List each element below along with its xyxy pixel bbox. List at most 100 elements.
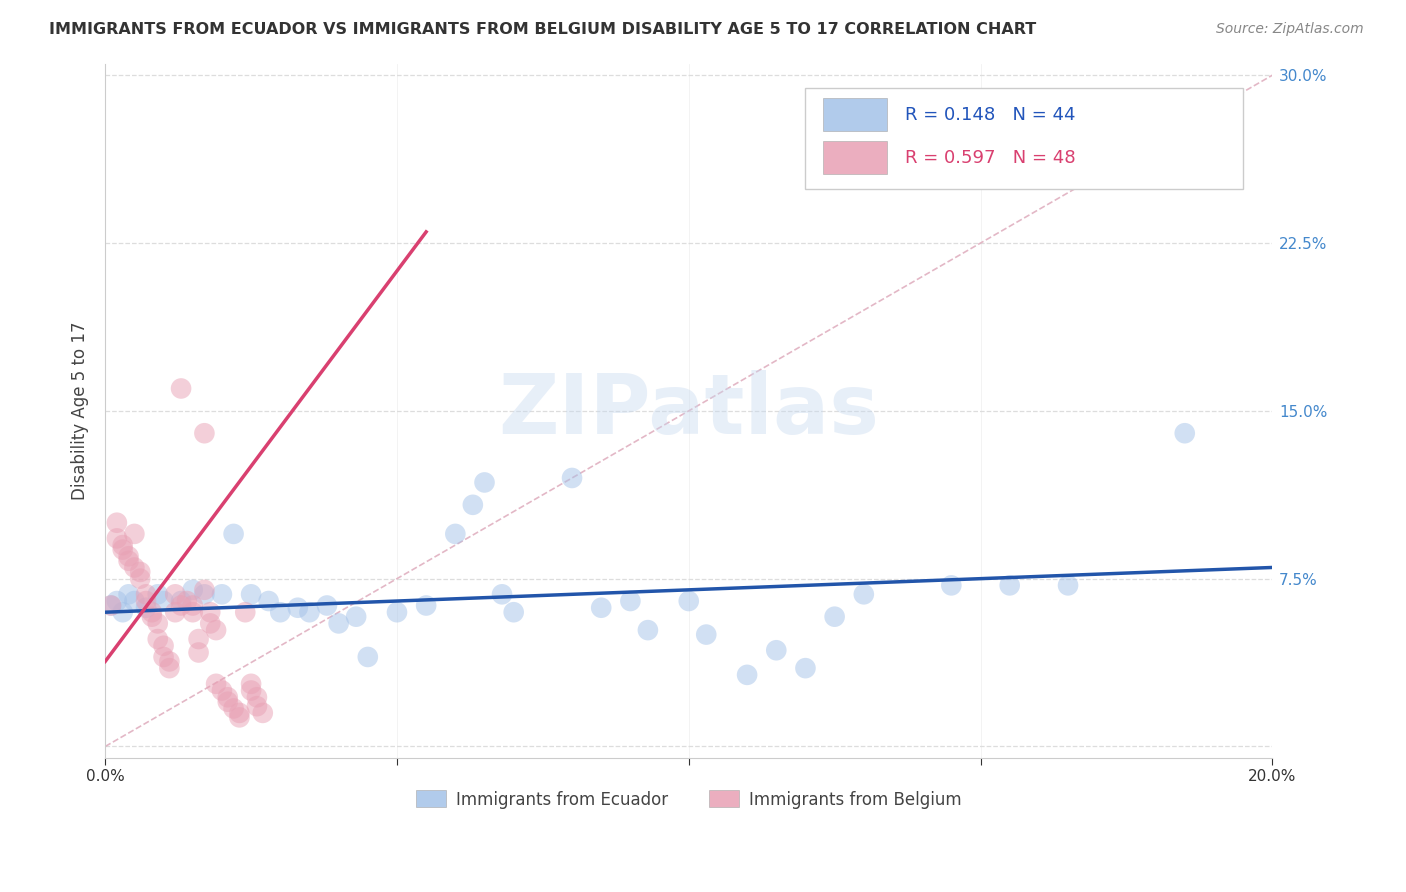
Point — [170, 594, 193, 608]
Point — [146, 587, 169, 601]
Point — [344, 609, 367, 624]
Point — [187, 645, 209, 659]
Point — [105, 594, 128, 608]
Point — [228, 706, 250, 720]
Point — [152, 639, 174, 653]
FancyBboxPatch shape — [823, 98, 887, 131]
Point — [298, 605, 321, 619]
Point — [269, 605, 291, 619]
Point — [240, 677, 263, 691]
Point — [240, 587, 263, 601]
Point — [193, 587, 215, 601]
Point — [735, 668, 758, 682]
Point — [129, 572, 152, 586]
Point — [200, 616, 222, 631]
Point — [170, 599, 193, 613]
Point — [117, 554, 139, 568]
Point — [222, 701, 245, 715]
Point — [146, 616, 169, 631]
Point — [152, 594, 174, 608]
Point — [193, 426, 215, 441]
Point — [824, 609, 846, 624]
Point — [678, 594, 700, 608]
Text: R = 0.597   N = 48: R = 0.597 N = 48 — [904, 149, 1076, 167]
FancyBboxPatch shape — [806, 88, 1243, 189]
Point — [252, 706, 274, 720]
Point — [181, 582, 204, 597]
Point — [246, 690, 269, 705]
Point — [211, 587, 233, 601]
Point — [135, 594, 157, 608]
Point — [316, 599, 339, 613]
Point — [217, 695, 239, 709]
Point — [157, 661, 180, 675]
Point — [117, 587, 139, 601]
Point — [257, 594, 280, 608]
Point — [152, 650, 174, 665]
Point — [619, 594, 641, 608]
Point — [205, 623, 228, 637]
Point — [217, 690, 239, 705]
Point — [637, 623, 659, 637]
Point — [187, 632, 209, 646]
Point — [1057, 578, 1080, 592]
Point — [170, 382, 193, 396]
Point — [591, 600, 613, 615]
Point — [491, 587, 513, 601]
Point — [111, 538, 134, 552]
Point — [444, 527, 467, 541]
Point — [135, 600, 157, 615]
Point — [385, 605, 408, 619]
Point — [157, 655, 180, 669]
Point — [287, 600, 309, 615]
Point — [461, 498, 484, 512]
Point — [222, 527, 245, 541]
Point — [246, 699, 269, 714]
Point — [205, 677, 228, 691]
Point — [111, 605, 134, 619]
Point — [100, 599, 122, 613]
Point — [328, 616, 350, 631]
Point — [181, 605, 204, 619]
Point — [765, 643, 787, 657]
Point — [141, 609, 163, 624]
Point — [181, 599, 204, 613]
Point — [998, 578, 1021, 592]
Point — [357, 650, 380, 665]
Point — [124, 527, 146, 541]
FancyBboxPatch shape — [823, 141, 887, 174]
Point — [415, 599, 437, 613]
Point — [474, 475, 496, 490]
Point — [852, 587, 875, 601]
Text: IMMIGRANTS FROM ECUADOR VS IMMIGRANTS FROM BELGIUM DISABILITY AGE 5 TO 17 CORREL: IMMIGRANTS FROM ECUADOR VS IMMIGRANTS FR… — [49, 22, 1036, 37]
Point — [141, 605, 163, 619]
Point — [146, 632, 169, 646]
Point — [211, 683, 233, 698]
Text: Source: ZipAtlas.com: Source: ZipAtlas.com — [1216, 22, 1364, 37]
Text: R = 0.148   N = 44: R = 0.148 N = 44 — [904, 105, 1076, 124]
Point — [1174, 426, 1197, 441]
Point — [105, 516, 128, 530]
Point — [165, 605, 187, 619]
Point — [105, 532, 128, 546]
Point — [561, 471, 583, 485]
Legend: Immigrants from Ecuador, Immigrants from Belgium: Immigrants from Ecuador, Immigrants from… — [409, 784, 969, 815]
Point — [176, 594, 198, 608]
Point — [502, 605, 524, 619]
Point — [117, 549, 139, 564]
Y-axis label: Disability Age 5 to 17: Disability Age 5 to 17 — [72, 322, 89, 500]
Text: ZIPatlas: ZIPatlas — [498, 370, 879, 451]
Point — [135, 587, 157, 601]
Point — [695, 627, 717, 641]
Point — [794, 661, 817, 675]
Point — [941, 578, 963, 592]
Point — [165, 587, 187, 601]
Point — [193, 582, 215, 597]
Point — [111, 542, 134, 557]
Point — [124, 594, 146, 608]
Point — [200, 605, 222, 619]
Point — [129, 565, 152, 579]
Point — [100, 599, 122, 613]
Point — [233, 605, 256, 619]
Point — [124, 560, 146, 574]
